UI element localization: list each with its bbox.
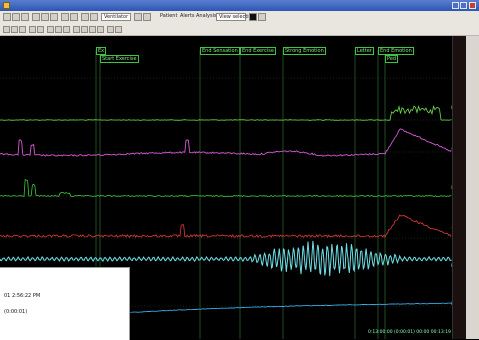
event-label[interactable]: Ped [385, 55, 399, 63]
resp-trace [0, 240, 452, 277]
menu-alerts[interactable]: Alerts [180, 13, 195, 19]
pause-icon[interactable] [41, 13, 49, 21]
text-icon[interactable] [19, 26, 26, 33]
help-icon[interactable] [258, 13, 266, 21]
play-icon[interactable] [32, 13, 40, 21]
stop-icon[interactable] [50, 13, 58, 21]
grid-icon[interactable] [143, 13, 151, 21]
rewind-icon[interactable] [61, 13, 69, 21]
view-selection-select[interactable]: View selection [216, 13, 255, 21]
scale-up-icon[interactable] [29, 26, 36, 33]
scale-down-icon[interactable] [37, 26, 44, 33]
vertical-scrollbar[interactable] [466, 36, 479, 339]
save-icon[interactable] [21, 13, 29, 21]
new-icon[interactable] [3, 13, 11, 21]
view-select[interactable]: Ventilator [101, 13, 131, 21]
menu-analysis[interactable]: Analysis [196, 13, 217, 19]
forward-icon[interactable] [70, 13, 78, 21]
minimize-button[interactable] [452, 2, 459, 9]
settings-icon[interactable] [134, 13, 142, 21]
filter-icon[interactable] [81, 26, 88, 33]
layout-icon[interactable] [89, 26, 96, 33]
hr-trace [0, 105, 452, 121]
window-titlebar [0, 0, 479, 11]
menu-patient[interactable]: Patient [160, 13, 178, 19]
event-icon[interactable] [47, 26, 54, 33]
event-label[interactable]: Ex [96, 47, 107, 55]
info-icon[interactable] [115, 26, 122, 33]
event-label[interactable]: Start Exercise [100, 55, 139, 63]
zoom-in-icon[interactable] [81, 13, 89, 21]
zoom-out-icon[interactable] [90, 13, 98, 21]
app-icon [3, 2, 10, 9]
open-icon[interactable] [12, 13, 20, 21]
popup-time: 01 2:56:22 PM [4, 293, 41, 299]
marker-icon[interactable] [11, 26, 18, 33]
popup-duration: (0:00:01) [4, 309, 28, 315]
event-label[interactable]: Letter [355, 47, 374, 55]
color-icon[interactable] [97, 26, 104, 33]
export-icon[interactable] [73, 26, 80, 33]
main-toolbar: Ventilator Patient Alerts Analysis View … [0, 11, 479, 25]
time-info-popup: 01 2:56:22 PM (0:00:01) [0, 267, 130, 340]
maximize-button[interactable] [460, 2, 467, 9]
secondary-toolbar [0, 24, 479, 36]
signal-chart-canvas [0, 50, 452, 339]
sc-trace [0, 128, 452, 157]
close-button[interactable] [469, 2, 476, 9]
event-label[interactable]: End Exercise [240, 47, 276, 55]
emg-trace [0, 179, 452, 198]
temp-trace [0, 214, 452, 238]
event-label[interactable]: Strong Emotion [283, 47, 326, 55]
options-icon[interactable] [107, 26, 114, 33]
channel-scale-strip [452, 36, 467, 339]
record-icon[interactable] [249, 13, 257, 21]
time-status: 0:13:00:00 (0:00:01) 00:00 00:13:19 [368, 330, 451, 335]
event-label[interactable]: End Sensation [200, 47, 240, 55]
print-icon[interactable] [63, 26, 70, 33]
note-icon[interactable] [55, 26, 62, 33]
event-label[interactable]: End Emotion [378, 47, 414, 55]
cursor-icon[interactable] [3, 26, 10, 33]
